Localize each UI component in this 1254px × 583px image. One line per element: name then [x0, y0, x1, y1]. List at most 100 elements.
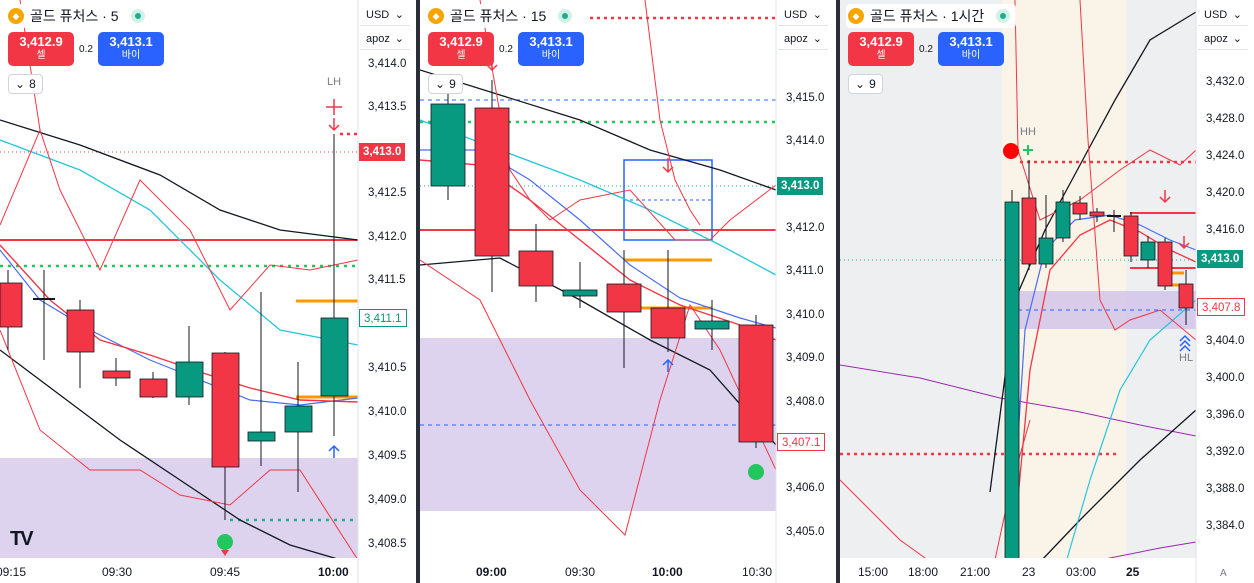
sell-signal-dot: [1003, 143, 1019, 159]
panel-divider[interactable]: [836, 0, 840, 583]
chart-canvas-1h[interactable]: [840, 0, 1254, 583]
supply-zone: [0, 458, 358, 558]
current-price-tag: 3,413.0: [359, 143, 406, 161]
buy-label: 바이: [121, 50, 141, 61]
scale-mode-value: apoz: [784, 32, 808, 45]
arrow-up-icon: [328, 444, 340, 458]
y-tick: 3,415.0: [786, 92, 825, 104]
buy-button[interactable]: 3,413.1 바이: [938, 32, 1004, 66]
y-tick: 3,414.0: [786, 135, 825, 147]
candles-15m: [430, 80, 774, 448]
y-tick: 3,411.0: [786, 265, 824, 277]
sell-price: 3,412.9: [859, 34, 903, 49]
currency-select[interactable]: USD ⌄: [1198, 4, 1248, 26]
spread-value: 0.2: [499, 43, 513, 55]
chevron-down-icon: ⌄: [394, 9, 404, 21]
candles-1h: [1004, 160, 1194, 583]
chart-header[interactable]: ◆ 골드 퓨처스 · 5: [6, 4, 151, 28]
chevron-down-icon: ⌄: [812, 9, 822, 21]
y-tick: 3,406.0: [786, 482, 825, 494]
y-tick: 3,410.5: [368, 362, 407, 374]
gold-coin-icon: ◆: [428, 8, 444, 24]
auto-scale-toggle[interactable]: A: [1220, 568, 1227, 579]
chart-canvas-15m[interactable]: [420, 0, 836, 583]
y-tick: 3,404.0: [1206, 335, 1245, 347]
arrow-down-icon: [328, 118, 340, 132]
x-tick: 15:00: [858, 565, 889, 579]
current-price-tag: 3,413.0: [777, 177, 824, 195]
arrow-down-icon: [662, 158, 674, 174]
indicators-toggle[interactable]: ⌄ 9: [848, 74, 883, 94]
chevron-down-icon: ⌄: [15, 77, 26, 91]
y-tick: 3,392.0: [1206, 446, 1245, 458]
y-tick: 3,409.0: [368, 494, 407, 506]
scale-mode-select[interactable]: apoz ⌄: [1198, 28, 1248, 50]
y-tick: 3,388.0: [1206, 483, 1245, 495]
chart-panel-1h[interactable]: ◆ 골드 퓨처스 · 1시간 3,412.9 셀 0.2 3,413.1 바이 ⌄ 9…: [840, 0, 1254, 583]
y-tick: 3,384.0: [1206, 520, 1245, 532]
buy-price: 3,413.1: [949, 34, 993, 49]
x-tick: 10:30: [742, 565, 773, 579]
sell-label: 셀: [456, 50, 466, 61]
chevron-down-icon: ⌄: [1232, 33, 1242, 45]
buy-button[interactable]: 3,413.1 바이: [518, 32, 584, 66]
chevron-down-icon: ⌄: [394, 33, 404, 45]
sell-button[interactable]: 3,412.9 셀: [428, 32, 494, 66]
currency-select[interactable]: USD ⌄: [360, 4, 410, 26]
currency-value: USD: [1204, 8, 1228, 21]
chart-canvas-5m[interactable]: [0, 0, 418, 583]
chart-header[interactable]: ◆ 골드 퓨처스 · 1시간: [846, 4, 1017, 28]
scale-mode-select[interactable]: apoz ⌄: [778, 28, 828, 50]
price-tag: 3,411.1: [359, 309, 407, 327]
gold-coin-icon: ◆: [8, 8, 24, 24]
sell-price: 3,412.9: [19, 34, 63, 49]
arrow-down-icon: [1178, 236, 1190, 250]
chevron-down-icon: ⌄: [812, 33, 822, 45]
chart-title[interactable]: 골드 퓨처스 · 5: [30, 8, 119, 24]
y-tick: 3,410.0: [786, 309, 825, 321]
y-tick: 3,408.0: [786, 396, 825, 408]
chart-title[interactable]: 골드 퓨처스 · 1시간: [870, 8, 985, 24]
panel-divider[interactable]: [416, 0, 420, 583]
candles-5m: [0, 134, 349, 520]
y-tick: 3,396.0: [1206, 409, 1245, 421]
y-tick: 3,428.0: [1206, 113, 1245, 125]
live-status-icon: [558, 9, 573, 23]
y-tick: 3,412.5: [368, 187, 407, 199]
current-price-tag: 3,413.0: [1197, 250, 1244, 268]
buy-button[interactable]: 3,413.1 바이: [98, 32, 164, 66]
trade-buttons: 3,412.9 셀 0.2 3,413.1 바이: [848, 32, 1004, 66]
x-tick: 21:00: [960, 565, 991, 579]
arrow-down-icon: [1159, 190, 1171, 204]
y-tick: 3,410.0: [368, 406, 407, 418]
chart-header[interactable]: ◆ 골드 퓨처스 · 15: [426, 4, 579, 28]
indicator-count: 9: [449, 77, 456, 91]
sell-button[interactable]: 3,412.9 셀: [848, 32, 914, 66]
y-tick: 3,416.0: [1206, 224, 1245, 236]
buy-label: 바이: [961, 50, 981, 61]
buy-label: 바이: [541, 50, 561, 61]
x-tick: 18:00: [908, 565, 939, 579]
indicators-toggle[interactable]: ⌄ 8: [8, 74, 43, 94]
scale-mode-select[interactable]: apoz ⌄: [360, 28, 410, 50]
x-tick: 09:30: [102, 565, 133, 579]
spread-value: 0.2: [79, 43, 93, 55]
y-tick: 3,412.0: [786, 222, 825, 234]
sell-button[interactable]: 3,412.9 셀: [8, 32, 74, 66]
lh-annotation: LH: [327, 76, 342, 88]
y-tick: 3,424.0: [1206, 150, 1245, 162]
chevron-down-icon: ⌄: [855, 77, 866, 91]
chart-panel-15m[interactable]: ◆ 골드 퓨처스 · 15 3,412.9 셀 0.2 3,413.1 바이 ⌄ 9 …: [420, 0, 836, 583]
x-tick: 25: [1126, 565, 1140, 579]
currency-select[interactable]: USD ⌄: [778, 4, 828, 26]
tradingview-logo-icon[interactable]: TV: [10, 528, 34, 550]
currency-value: USD: [366, 8, 390, 21]
currency-value: USD: [784, 8, 808, 21]
indicators-toggle[interactable]: ⌄ 9: [428, 74, 463, 94]
spread-value: 0.2: [919, 43, 933, 55]
session-shade: [1002, 0, 1126, 558]
price-tag: 3,407.8: [1197, 298, 1246, 316]
buy-signal-dot: [748, 464, 764, 480]
chart-title[interactable]: 골드 퓨처스 · 15: [450, 8, 547, 24]
chart-panel-5m[interactable]: ◆ 골드 퓨처스 · 5 3,412.9 셀 0.2 3,413.1 바이 ⌄ 8 L…: [0, 0, 418, 583]
